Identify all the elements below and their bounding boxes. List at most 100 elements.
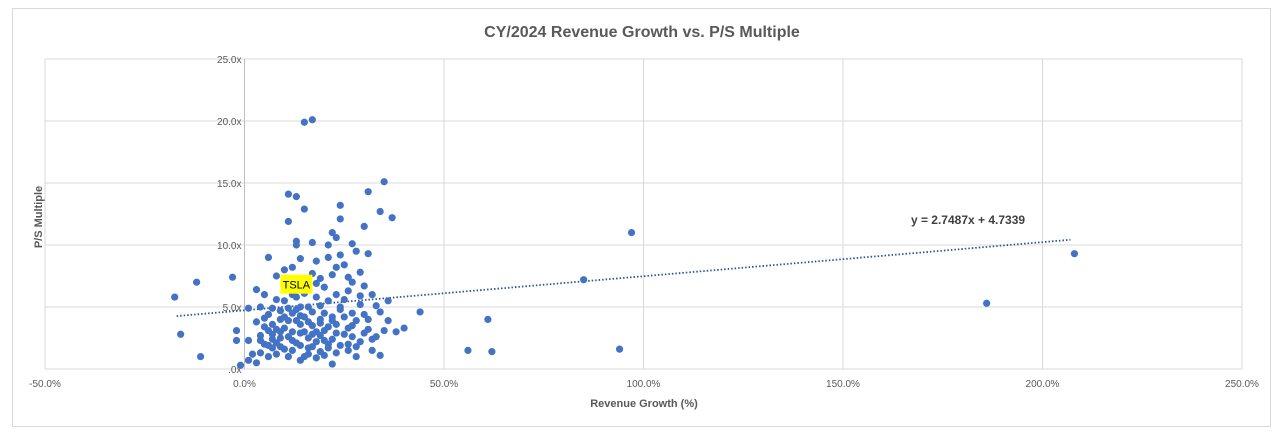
data-point xyxy=(388,214,396,222)
data-point xyxy=(300,353,308,361)
data-point xyxy=(356,292,364,300)
data-point xyxy=(580,276,588,284)
data-point xyxy=(332,291,340,299)
data-point xyxy=(336,251,344,259)
data-point xyxy=(336,201,344,209)
data-point xyxy=(316,319,324,327)
data-point xyxy=(364,250,372,258)
data-point xyxy=(296,303,304,311)
data-point xyxy=(344,346,352,354)
data-point xyxy=(300,205,308,213)
data-point xyxy=(384,317,392,325)
trendline-equation: y = 2.7487x + 4.7339 xyxy=(911,213,1025,227)
data-point xyxy=(328,229,336,237)
data-point xyxy=(328,360,336,368)
x-tick-label: 50.0% xyxy=(430,379,458,390)
data-point xyxy=(312,293,320,301)
data-point xyxy=(324,344,332,352)
data-point xyxy=(177,330,185,338)
grid xyxy=(44,58,1243,370)
data-point xyxy=(380,326,388,335)
data-point xyxy=(228,273,237,281)
data-point xyxy=(292,241,300,249)
data-point xyxy=(320,283,328,291)
x-tick-label: 0.0% xyxy=(233,379,256,390)
data-point xyxy=(272,272,281,280)
data-point xyxy=(244,336,253,345)
data-point xyxy=(312,257,320,265)
y-tick-label: 20.0x xyxy=(217,117,241,128)
y-tick-label: 10.0x xyxy=(217,241,241,252)
data-point xyxy=(344,340,352,348)
data-point xyxy=(308,308,316,316)
data-point xyxy=(272,350,281,358)
data-point xyxy=(400,324,408,332)
data-point xyxy=(288,336,296,345)
data-point xyxy=(332,349,340,357)
data-point xyxy=(340,261,348,269)
data-point xyxy=(336,215,344,223)
data-point xyxy=(348,278,356,286)
data-point xyxy=(364,188,372,196)
x-tick-label: 250.0% xyxy=(1225,379,1259,390)
data-point xyxy=(983,299,991,307)
data-point xyxy=(252,286,261,294)
data-point xyxy=(312,354,320,362)
x-tick-label: -50.0% xyxy=(29,379,61,390)
x-tick-label: 200.0% xyxy=(1026,379,1060,390)
data-point xyxy=(260,291,269,299)
scatter-chart: CY/2024 Revenue Growth vs. P/S Multiple … xyxy=(29,24,1259,410)
x-tick-label: 150.0% xyxy=(826,379,860,390)
data-point xyxy=(280,345,288,353)
data-point xyxy=(348,240,356,248)
data-point xyxy=(376,351,384,359)
data-point xyxy=(360,282,368,290)
y-tick-label: 15.0x xyxy=(217,179,241,190)
data-point xyxy=(368,335,376,343)
data-point xyxy=(340,330,348,338)
data-point xyxy=(416,308,424,316)
data-point xyxy=(276,328,285,336)
data-point xyxy=(328,271,336,279)
data-point xyxy=(308,238,316,247)
data-point xyxy=(1070,250,1079,258)
data-point xyxy=(336,305,344,314)
data-point xyxy=(296,255,304,263)
data-point xyxy=(300,328,308,336)
data-point xyxy=(264,341,273,350)
data-point xyxy=(332,233,340,242)
data-point xyxy=(324,241,332,249)
data-point xyxy=(324,297,332,305)
data-point xyxy=(256,331,265,340)
data-point xyxy=(340,295,348,304)
data-point xyxy=(280,297,288,305)
chart-frame: CY/2024 Revenue Growth vs. P/S Multiple … xyxy=(12,8,1271,427)
data-point xyxy=(320,309,328,317)
data-point xyxy=(272,295,281,304)
data-point xyxy=(300,118,308,126)
data-point xyxy=(308,330,316,338)
data-point xyxy=(368,291,376,299)
data-point xyxy=(380,178,388,186)
annotation-group: TSLA xyxy=(280,274,313,294)
annotation-box xyxy=(280,274,313,294)
data-point xyxy=(280,313,288,321)
data-point xyxy=(320,351,328,359)
data-point xyxy=(352,353,360,361)
data-point xyxy=(197,353,205,361)
data-point xyxy=(264,253,273,261)
data-point xyxy=(324,323,332,331)
data-point xyxy=(288,346,296,354)
data-point xyxy=(376,207,384,216)
data-point xyxy=(292,317,300,325)
data-point xyxy=(252,318,261,326)
data-point xyxy=(288,263,296,271)
data-point xyxy=(627,229,636,237)
data-point xyxy=(284,353,292,361)
data-point xyxy=(360,222,368,230)
data-point xyxy=(304,344,312,352)
y-tick-label: .0x xyxy=(228,365,241,376)
data-point xyxy=(268,304,277,312)
data-point xyxy=(264,353,273,361)
trendline-group xyxy=(176,238,1071,317)
